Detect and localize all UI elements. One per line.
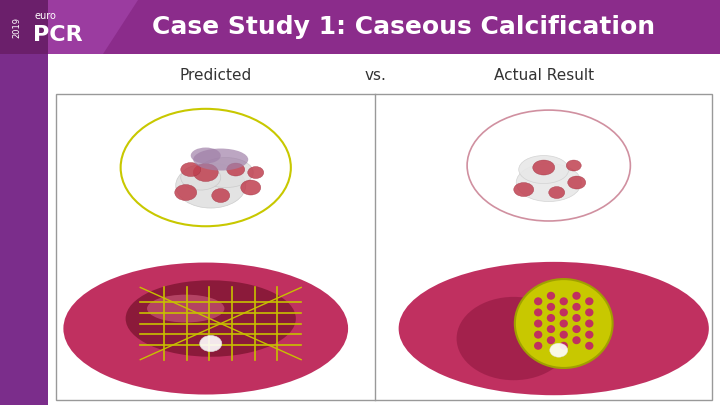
Ellipse shape [125, 280, 296, 357]
Ellipse shape [534, 342, 542, 350]
Ellipse shape [147, 295, 225, 322]
Ellipse shape [514, 183, 534, 196]
Ellipse shape [572, 303, 581, 311]
Ellipse shape [515, 279, 613, 368]
Ellipse shape [546, 292, 555, 300]
Ellipse shape [533, 160, 554, 175]
Ellipse shape [572, 325, 581, 333]
Text: Case Study 1: Caseous Calcification: Case Study 1: Caseous Calcification [152, 15, 654, 39]
Ellipse shape [572, 336, 581, 344]
Ellipse shape [546, 325, 555, 333]
Ellipse shape [181, 165, 221, 190]
Ellipse shape [176, 163, 246, 208]
Ellipse shape [199, 335, 222, 352]
Ellipse shape [227, 163, 245, 176]
Text: PCR: PCR [32, 25, 82, 45]
Bar [0, 54, 48, 405]
Text: euro: euro [35, 11, 56, 21]
Ellipse shape [456, 297, 571, 380]
Ellipse shape [585, 342, 593, 350]
Ellipse shape [585, 297, 593, 305]
Ellipse shape [572, 292, 581, 300]
Bar [0, 0, 48, 54]
Ellipse shape [559, 330, 568, 339]
Ellipse shape [585, 330, 593, 339]
Bar [0, 0, 720, 54]
Ellipse shape [63, 262, 348, 394]
Text: vs.: vs. [364, 68, 387, 83]
Ellipse shape [572, 314, 581, 322]
Ellipse shape [399, 262, 708, 395]
Ellipse shape [534, 309, 542, 316]
Ellipse shape [546, 336, 555, 344]
Ellipse shape [585, 309, 593, 316]
Ellipse shape [191, 147, 221, 164]
Ellipse shape [534, 297, 542, 305]
Ellipse shape [518, 156, 569, 183]
Ellipse shape [193, 164, 218, 181]
Ellipse shape [534, 330, 542, 339]
Ellipse shape [550, 343, 568, 357]
Ellipse shape [534, 320, 542, 328]
Ellipse shape [549, 187, 564, 198]
Text: 2019: 2019 [12, 17, 22, 38]
Ellipse shape [559, 297, 568, 305]
Text: Actual Result: Actual Result [494, 68, 594, 83]
Ellipse shape [198, 158, 253, 188]
Ellipse shape [212, 189, 230, 202]
Ellipse shape [566, 160, 581, 171]
Ellipse shape [585, 320, 593, 328]
Ellipse shape [516, 164, 581, 202]
Ellipse shape [568, 176, 586, 189]
Ellipse shape [559, 320, 568, 328]
Ellipse shape [175, 185, 197, 200]
Text: Predicted: Predicted [179, 68, 252, 83]
Bar [56, 94, 712, 400]
Ellipse shape [193, 149, 248, 171]
Ellipse shape [546, 314, 555, 322]
Ellipse shape [559, 342, 568, 350]
Ellipse shape [181, 162, 201, 177]
Polygon shape [48, 0, 138, 54]
Ellipse shape [240, 180, 261, 195]
Ellipse shape [559, 309, 568, 316]
Ellipse shape [248, 166, 264, 179]
Ellipse shape [546, 303, 555, 311]
